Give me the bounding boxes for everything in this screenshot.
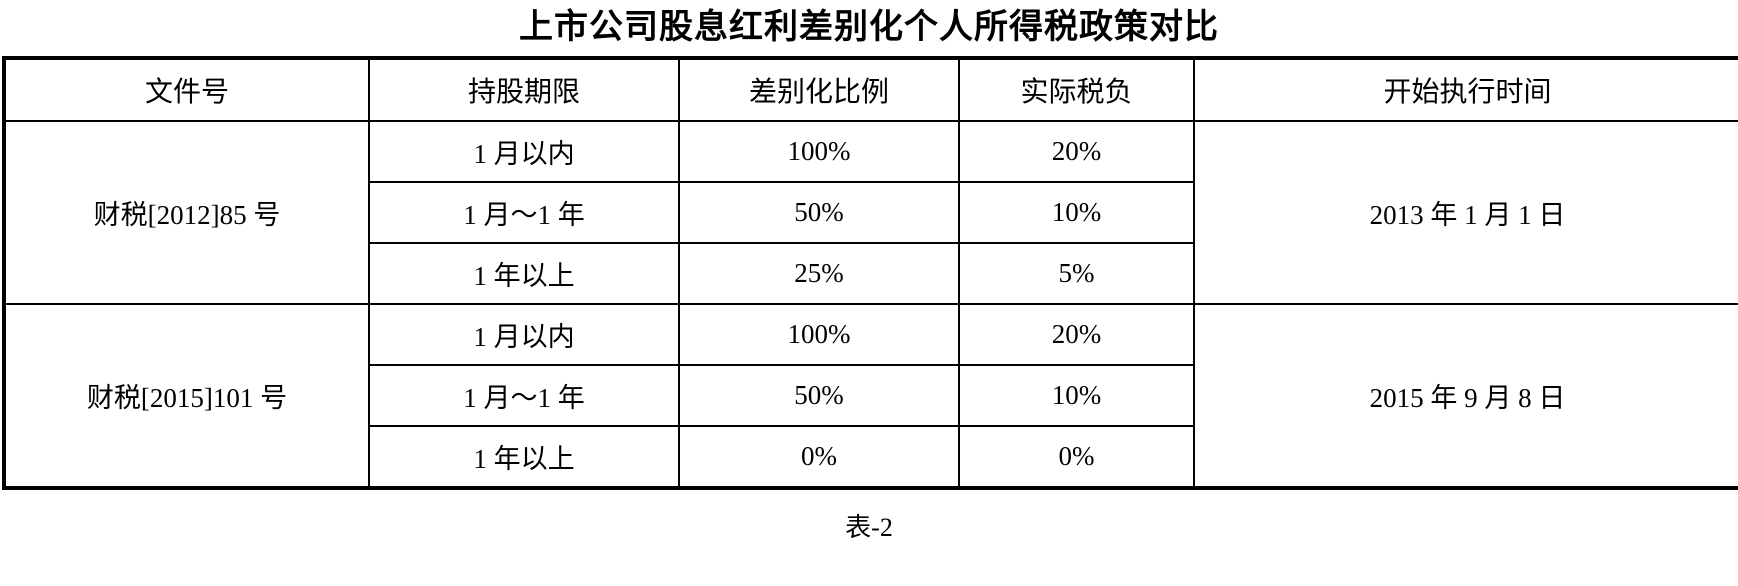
- start-date-cell: 2015 年 9 月 8 日: [1193, 303, 1738, 489]
- start-date-cell: 2013 年 1 月 1 日: [1193, 120, 1738, 305]
- table-row: 1 年以上 25% 5%: [4, 242, 1738, 305]
- differential-ratio-cell: 100%: [678, 303, 960, 366]
- holding-period-cell: 1 月～1 年: [368, 181, 680, 244]
- column-header-holding-period: 持股期限: [368, 57, 680, 122]
- differential-ratio-cell: 25%: [678, 242, 960, 305]
- table-header-row: 文件号 持股期限 差别化比例 实际税负 开始执行时间: [3, 57, 1738, 122]
- differential-ratio-cell: 50%: [678, 364, 960, 427]
- actual-tax-burden-cell: 20%: [958, 303, 1195, 366]
- page-title: 上市公司股息红利差别化个人所得税政策对比: [519, 9, 1219, 46]
- differential-ratio-cell: 0%: [678, 425, 960, 489]
- holding-period-cell: 1 月以内: [368, 120, 680, 183]
- table-row: 财税[2015]101 号 1 月以内 100% 20% 2015 年 9 月 …: [3, 303, 1738, 489]
- document-no-cell: 财税[2015]101 号: [3, 303, 370, 489]
- column-header-start-date: 开始执行时间: [1193, 57, 1738, 122]
- column-header-differential-ratio: 差别化比例: [678, 57, 960, 122]
- holding-period-cell: 1 年以上: [368, 242, 680, 305]
- differential-ratio-cell: 50%: [678, 181, 960, 244]
- document-no-cell: 财税[2012]85 号: [3, 120, 370, 305]
- policy-comparison-table: 文件号 持股期限 差别化比例 实际税负 开始执行时间 财税[2012]85 号 …: [2, 56, 1738, 490]
- table-row: 财税[2012]85 号 1 月以内 100% 20% 2013 年 1 月 1…: [3, 120, 1738, 305]
- holding-period-cell: 1 月～1 年: [368, 364, 680, 427]
- table-row: 1 年以上 0% 0%: [4, 425, 1738, 489]
- table-row: 1 月～1 年 50% 10%: [4, 181, 1738, 244]
- differential-ratio-cell: 100%: [678, 120, 960, 183]
- actual-tax-burden-cell: 10%: [958, 181, 1195, 244]
- holding-period-cell: 1 年以上: [368, 425, 680, 489]
- actual-tax-burden-cell: 10%: [958, 364, 1195, 427]
- holding-period-cell: 1 月以内: [368, 303, 680, 366]
- actual-tax-burden-cell: 0%: [958, 425, 1195, 489]
- table-caption: 表-2: [845, 513, 893, 542]
- column-header-actual-tax-burden: 实际税负: [958, 57, 1195, 122]
- actual-tax-burden-cell: 20%: [958, 120, 1195, 183]
- column-header-document-no: 文件号: [3, 57, 370, 122]
- table-row: 1 月～1 年 50% 10%: [4, 364, 1738, 427]
- actual-tax-burden-cell: 5%: [958, 242, 1195, 305]
